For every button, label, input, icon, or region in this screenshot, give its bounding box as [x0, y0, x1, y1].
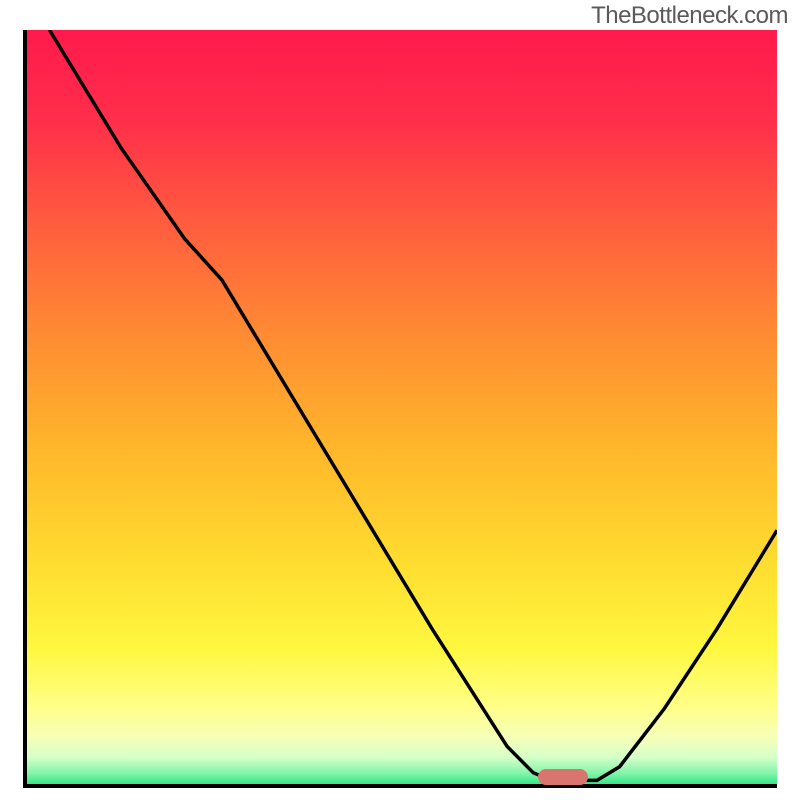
optimal-marker: [538, 769, 588, 785]
chart-container: TheBottleneck.com: [0, 0, 800, 800]
bottleneck-curve: [27, 30, 777, 784]
plot-area: [23, 30, 777, 788]
watermark-text: TheBottleneck.com: [591, 2, 788, 30]
